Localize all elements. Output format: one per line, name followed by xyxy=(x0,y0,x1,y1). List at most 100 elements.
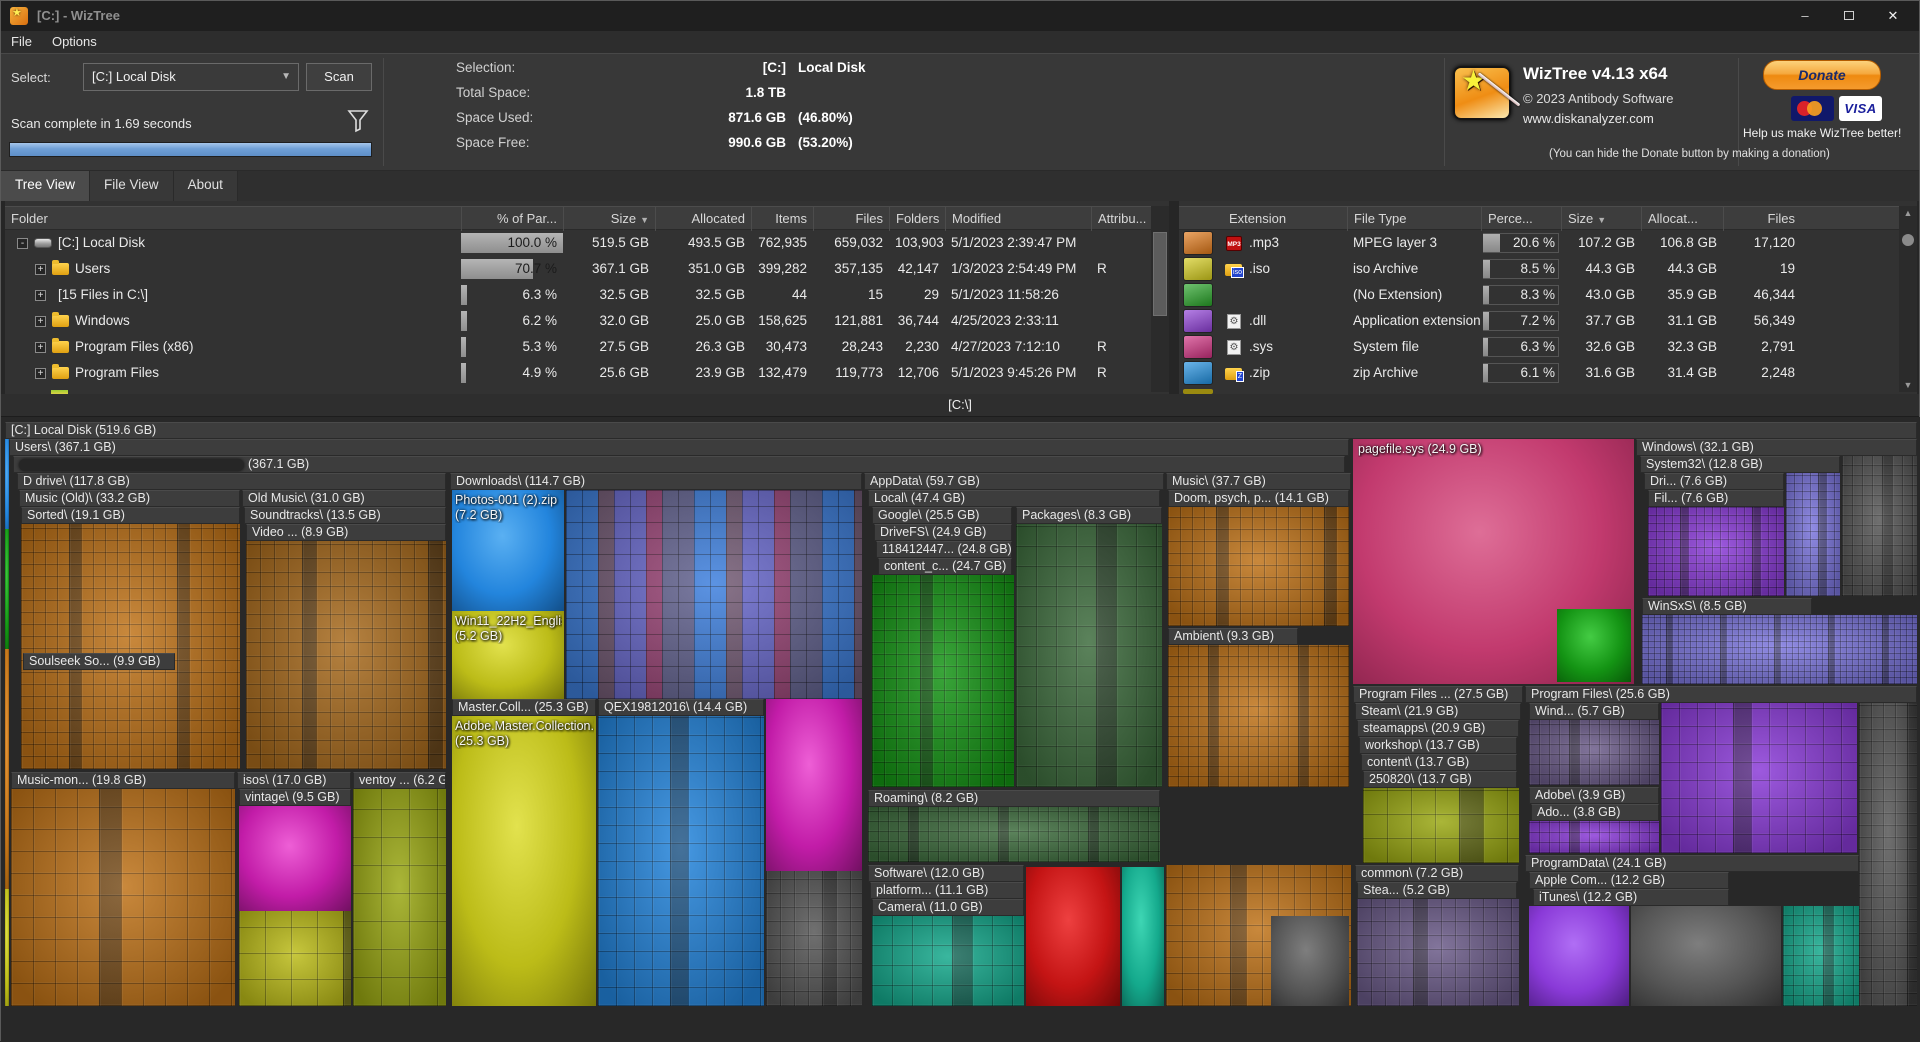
region-user-home[interactable]: (367.1 GB) xyxy=(13,456,1345,473)
region-programdata[interactable]: ProgramData\ (24.1 GB) xyxy=(1525,855,1859,872)
files-vintage[interactable] xyxy=(239,806,351,911)
expander-icon[interactable]: - xyxy=(17,238,28,249)
edge-sliver[interactable] xyxy=(5,529,9,649)
region-qex[interactable]: QEX19812016\ (14.4 GB) xyxy=(598,699,764,716)
files-wind[interactable] xyxy=(1529,720,1659,785)
files-fil[interactable] xyxy=(1648,507,1784,596)
files-system32[interactable] xyxy=(1842,456,1917,596)
tab-tree-view[interactable]: Tree View xyxy=(1,171,90,201)
region-camera[interactable]: Camera\ (11.0 GB) xyxy=(872,899,1024,916)
tree-row[interactable]: -[C:] Local Disk100.0 %519.5 GB493.5 GB7… xyxy=(5,230,1169,256)
files-isos[interactable] xyxy=(239,911,351,1006)
region-music[interactable]: Music\ (37.7 GB) xyxy=(1166,473,1351,490)
files-itunes-grey[interactable] xyxy=(1631,906,1781,1006)
col-pct-of-parent[interactable]: % of Par... xyxy=(461,207,563,231)
col-ext-allocated[interactable]: Allocat... xyxy=(1641,207,1723,231)
region-wind[interactable]: Wind... (5.7 GB) xyxy=(1529,703,1659,720)
region-ado[interactable]: Ado... (3.8 GB) xyxy=(1531,804,1659,821)
region-c-local-disk[interactable]: [C:] Local Disk (519.6 GB) xyxy=(5,422,1917,439)
files-dri[interactable] xyxy=(1786,473,1840,596)
expander-icon[interactable]: + xyxy=(35,316,46,327)
scrollbar-thumb[interactable] xyxy=(1153,232,1167,316)
region-software[interactable]: Software\ (12.0 GB) xyxy=(868,865,1024,882)
tree-table-scrollbar[interactable] xyxy=(1151,206,1169,392)
col-items[interactable]: Items xyxy=(751,207,813,231)
col-files[interactable]: Files xyxy=(813,207,889,231)
col-attributes[interactable]: Attribu... xyxy=(1091,207,1149,231)
col-ext-size[interactable]: Size▼ xyxy=(1561,207,1641,231)
file-adobe-master[interactable] xyxy=(452,716,596,1006)
region-ventoy[interactable]: ventoy ... (6.2 GB) xyxy=(353,772,446,789)
tree-row[interactable]: +Program Files (x86)5.3 %27.5 GB26.3 GB3… xyxy=(5,334,1169,360)
tab-file-view[interactable]: File View xyxy=(90,171,174,201)
region-system32[interactable]: System32\ (12.8 GB) xyxy=(1640,456,1840,473)
tree-row[interactable]: +Windows6.2 %32.0 GB25.0 GB158,625121,88… xyxy=(5,308,1169,334)
files-program-files-grey[interactable] xyxy=(1859,686,1917,1006)
region-apple-com[interactable]: Apple Com... (12.2 GB) xyxy=(1529,872,1729,889)
col-file-type[interactable]: File Type xyxy=(1347,207,1481,231)
files-music-mon[interactable] xyxy=(11,789,235,1006)
file-music-grey[interactable] xyxy=(1271,916,1349,1006)
region-fil[interactable]: Fil... (7.6 GB) xyxy=(1648,490,1784,507)
region-music-mon[interactable]: Music-mon... (19.8 GB) xyxy=(11,772,235,789)
files-program-files-purple[interactable] xyxy=(1661,703,1857,853)
region-dri[interactable]: Dri... (7.6 GB) xyxy=(1644,473,1784,490)
region-program-files[interactable]: Program Files\ (25.6 GB) xyxy=(1525,686,1917,703)
files-drivefs[interactable] xyxy=(872,575,1014,787)
region-windows[interactable]: Windows\ (32.1 GB) xyxy=(1636,439,1917,456)
region-program-files-x86[interactable]: Program Files ... (27.5 GB) xyxy=(1353,686,1523,703)
close-button[interactable]: ✕ xyxy=(1871,1,1915,31)
region-adobe[interactable]: Adobe\ (3.9 GB) xyxy=(1529,787,1659,804)
edge-sliver[interactable] xyxy=(5,889,9,1006)
file-downloads-magenta[interactable] xyxy=(766,699,862,871)
tree-row[interactable]: +[15 Files in C:\]6.3 %32.5 GB32.5 GB441… xyxy=(5,282,1169,308)
region-soulseek[interactable]: Soulseek So... (9.9 GB) xyxy=(23,653,175,670)
region-workshop[interactable]: workshop\ (13.7 GB) xyxy=(1359,737,1517,754)
scroll-down-icon[interactable]: ▼ xyxy=(1899,378,1917,392)
file-software-teal[interactable] xyxy=(1122,867,1164,1006)
menu-file[interactable]: File xyxy=(1,31,42,52)
region-winsxs[interactable]: WinSxS\ (8.5 GB) xyxy=(1642,598,1812,615)
extension-row[interactable]: MP3.mp3MPEG layer 320.6 %107.2 GB106.8 G… xyxy=(1179,230,1917,256)
region-users[interactable]: Users\ (367.1 GB) xyxy=(9,439,1349,456)
files-qex[interactable] xyxy=(598,716,764,1006)
files-workshop[interactable] xyxy=(1363,788,1519,863)
expander-icon[interactable]: + xyxy=(35,290,46,301)
extension-row[interactable]: (No Extension)8.3 %43.0 GB35.9 GB46,344 xyxy=(1179,282,1917,308)
extension-row[interactable]: iso.isoiso Archive8.5 %44.3 GB44.3 GB19 xyxy=(1179,256,1917,282)
region-content[interactable]: content\ (13.7 GB) xyxy=(1361,754,1517,771)
tree-row[interactable]: +Users70.7 %367.1 GB351.0 GB399,282357,1… xyxy=(5,256,1169,282)
expander-icon[interactable]: + xyxy=(35,368,46,379)
files-downloads[interactable] xyxy=(566,490,862,699)
files-downloads-grey[interactable] xyxy=(766,871,862,1006)
files-common[interactable] xyxy=(1357,899,1519,1006)
extension-row[interactable]: ⚙.dllApplication extension7.2 %37.7 GB31… xyxy=(1179,308,1917,334)
region-vintage[interactable]: vintage\ (9.5 GB) xyxy=(239,789,351,806)
scan-button[interactable]: Scan xyxy=(306,63,372,91)
files-ado[interactable] xyxy=(1529,821,1659,853)
region-stea[interactable]: Stea... (5.2 GB) xyxy=(1357,882,1517,899)
region-old-music[interactable]: Old Music\ (31.0 GB) xyxy=(242,490,446,507)
menu-options[interactable]: Options xyxy=(42,31,107,52)
region-118412447[interactable]: 118412447... (24.8 GB) xyxy=(876,541,1012,558)
tree-row[interactable]: +Program Files4.9 %25.6 GB23.9 GB132,479… xyxy=(5,360,1169,386)
region-content-c[interactable]: content_c... (24.7 GB) xyxy=(878,558,1012,575)
files-itunes-purple[interactable] xyxy=(1529,906,1629,1006)
region-packages[interactable]: Packages\ (8.3 GB) xyxy=(1016,507,1162,524)
filter-button[interactable] xyxy=(346,108,372,136)
region-250820[interactable]: 250820\ (13.7 GB) xyxy=(1363,771,1517,788)
region-doom[interactable]: Doom, psych, p... (14.1 GB) xyxy=(1168,490,1349,507)
files-doom[interactable] xyxy=(1168,507,1349,626)
region-sorted[interactable]: Sorted\ (19.1 GB) xyxy=(21,507,240,524)
region-steam[interactable]: Steam\ (21.9 GB) xyxy=(1355,703,1521,720)
region-steamapps[interactable]: steamapps\ (20.9 GB) xyxy=(1357,720,1519,737)
region-master-coll[interactable]: Master.Coll... (25.3 GB) xyxy=(452,699,596,716)
extension-row[interactable]: Z.zipzip Archive6.1 %31.6 GB31.4 GB2,248 xyxy=(1179,360,1917,386)
col-extension[interactable]: Extension xyxy=(1223,207,1351,231)
region-video[interactable]: Video ... (8.9 GB) xyxy=(246,524,446,541)
col-size[interactable]: Size▼ xyxy=(563,207,655,231)
scrollbar-thumb[interactable] xyxy=(1902,234,1914,246)
region-itunes[interactable]: iTunes\ (12.2 GB) xyxy=(1533,889,1729,906)
region-appdata[interactable]: AppData\ (59.7 GB) xyxy=(864,473,1164,490)
expander-icon[interactable]: + xyxy=(35,264,46,275)
